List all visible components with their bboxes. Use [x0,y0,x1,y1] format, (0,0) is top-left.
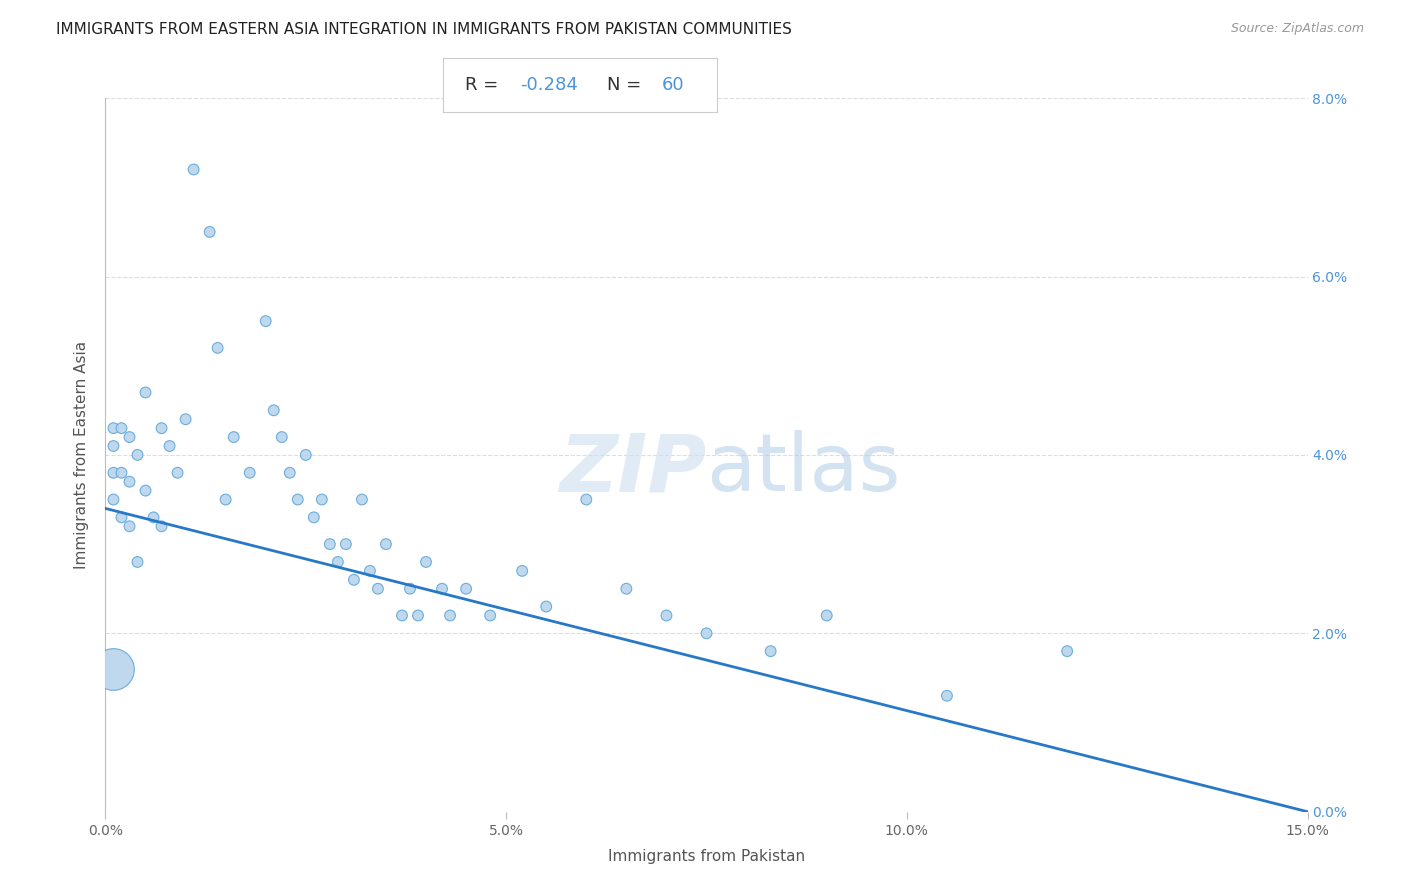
Point [103,439,125,453]
Point [534,599,557,614]
Point [815,608,838,623]
Point [367,582,389,596]
Point [103,662,125,676]
Point [510,564,533,578]
X-axis label: Immigrants from Pakistan: Immigrants from Pakistan [607,848,806,863]
Point [406,608,429,623]
Point [430,582,453,596]
Point [391,608,413,623]
Point [183,162,205,177]
Point [103,492,125,507]
Point [198,225,221,239]
Point [319,537,342,551]
Point [127,555,149,569]
Point [174,412,197,426]
Point [118,475,141,489]
Point [214,492,236,507]
Point [655,608,678,623]
Text: ZIP: ZIP [560,430,707,508]
Point [479,608,502,623]
Point [439,608,461,623]
Point [575,492,598,507]
Point [135,483,157,498]
Point [359,564,381,578]
Point [159,439,181,453]
Point [350,492,373,507]
Point [110,510,132,524]
Point [295,448,318,462]
Point [150,421,173,435]
Text: Source: ZipAtlas.com: Source: ZipAtlas.com [1230,22,1364,36]
Point [415,555,437,569]
Text: IMMIGRANTS FROM EASTERN ASIA INTEGRATION IN IMMIGRANTS FROM PAKISTAN COMMUNITIES: IMMIGRANTS FROM EASTERN ASIA INTEGRATION… [56,22,792,37]
Point [166,466,188,480]
Point [326,555,349,569]
Text: 60: 60 [662,76,685,94]
Point [110,466,132,480]
Point [287,492,309,507]
Point [335,537,357,551]
Point [399,582,422,596]
Point [270,430,292,444]
Point [103,466,125,480]
Point [263,403,285,417]
Point [1056,644,1078,658]
Text: R =: R = [465,76,503,94]
Y-axis label: Immigrants from Eastern Asia: Immigrants from Eastern Asia [75,341,90,569]
Point [150,519,173,533]
Point [343,573,366,587]
Point [239,466,262,480]
Point [110,421,132,435]
Text: N =: N = [607,76,647,94]
Point [222,430,245,444]
Text: -0.284: -0.284 [520,76,578,94]
Point [127,448,149,462]
Point [311,492,333,507]
Point [616,582,638,596]
Point [142,510,165,524]
Point [454,582,477,596]
Point [103,421,125,435]
Text: atlas: atlas [707,430,901,508]
Point [118,430,141,444]
Point [302,510,325,524]
Point [207,341,229,355]
Point [278,466,301,480]
Point [759,644,782,658]
Point [936,689,959,703]
Point [118,519,141,533]
Point [374,537,398,551]
Point [254,314,277,328]
Point [696,626,718,640]
Point [135,385,157,400]
